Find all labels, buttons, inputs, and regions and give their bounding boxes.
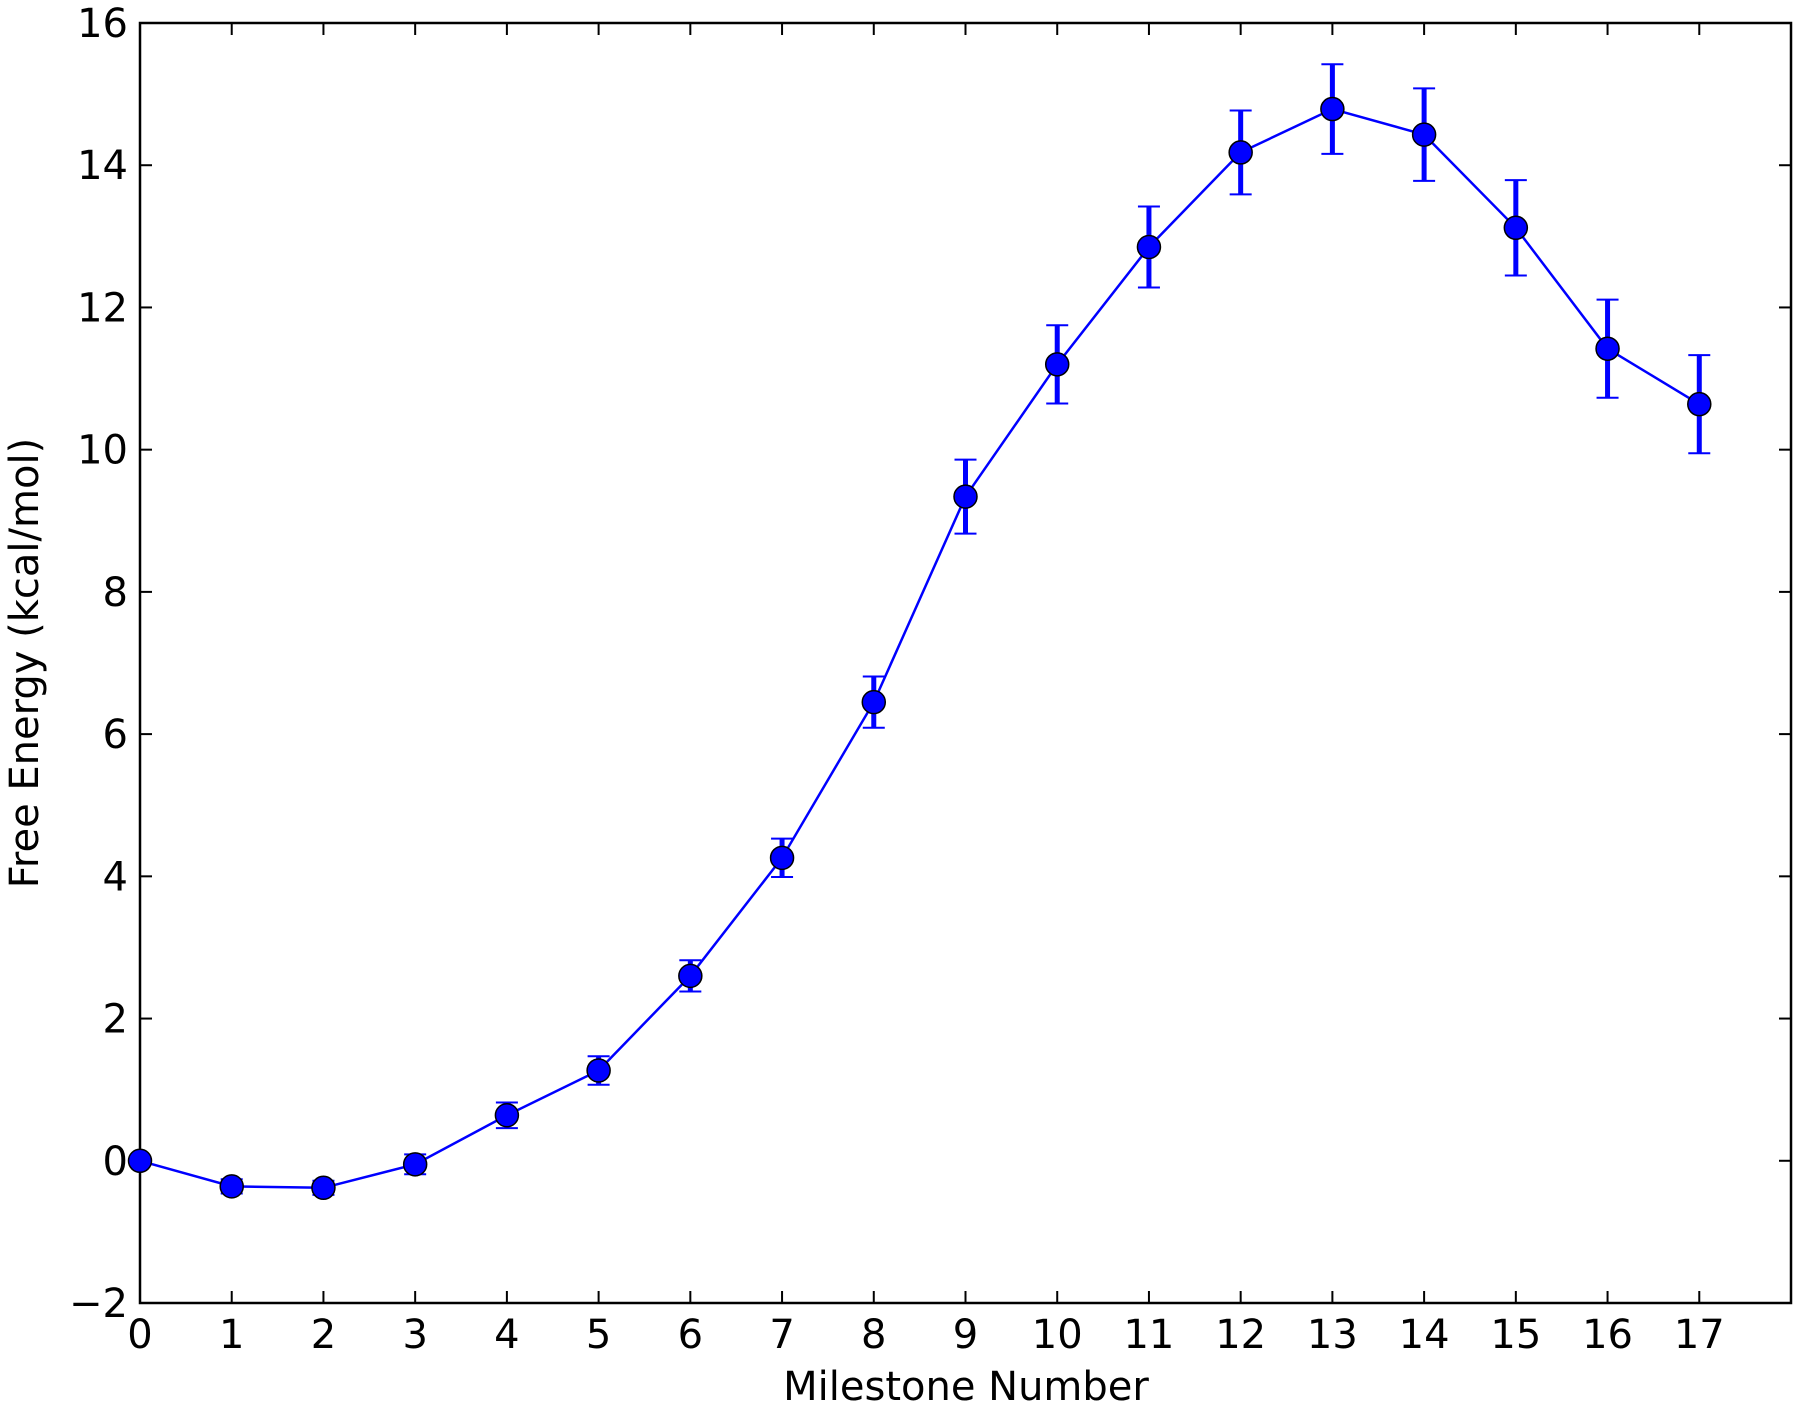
x-tick-label: 7 bbox=[769, 1312, 794, 1358]
marker bbox=[1595, 336, 1620, 361]
y-tick-label: 14 bbox=[77, 143, 128, 189]
x-tick-label: 1 bbox=[219, 1312, 244, 1358]
x-tick-label: 17 bbox=[1674, 1312, 1725, 1358]
marker bbox=[402, 1152, 428, 1177]
marker bbox=[1228, 140, 1253, 165]
y-tick-label: 2 bbox=[103, 997, 128, 1043]
y-tick-label: 10 bbox=[77, 428, 128, 474]
marker bbox=[1503, 215, 1529, 241]
x-tick-label: 4 bbox=[494, 1312, 519, 1358]
y-tick-label: 8 bbox=[103, 570, 128, 616]
x-tick-label: 13 bbox=[1307, 1312, 1358, 1358]
x-tick-label: 15 bbox=[1490, 1312, 1541, 1358]
marker bbox=[953, 484, 978, 509]
x-tick-label: 11 bbox=[1123, 1312, 1174, 1358]
marker bbox=[1320, 96, 1345, 122]
x-tick-label: 16 bbox=[1582, 1312, 1633, 1358]
marker bbox=[127, 1148, 153, 1174]
x-tick-label: 12 bbox=[1215, 1312, 1266, 1358]
x-tick-label: 14 bbox=[1399, 1312, 1450, 1358]
marker bbox=[769, 845, 795, 871]
y-tick-label: 6 bbox=[103, 712, 128, 758]
x-tick-label: 3 bbox=[402, 1312, 427, 1358]
y-tick-label: 16 bbox=[77, 1, 128, 47]
marker bbox=[1411, 122, 1437, 147]
x-tick-label: 9 bbox=[953, 1312, 978, 1358]
line bbox=[139, 107, 1700, 1190]
marker bbox=[219, 1174, 244, 1199]
x-tick-label: 5 bbox=[586, 1312, 611, 1358]
x-tick-label: 10 bbox=[1032, 1312, 1083, 1358]
marker bbox=[678, 963, 703, 989]
marker bbox=[1136, 234, 1162, 260]
marker bbox=[494, 1103, 520, 1128]
x-tick-label: 8 bbox=[861, 1312, 886, 1358]
y-tick-label: −2 bbox=[69, 1281, 128, 1327]
x-tick-label: 0 bbox=[127, 1312, 152, 1358]
plot-frame bbox=[138, 21, 1793, 1305]
y-tick-label: 4 bbox=[103, 854, 128, 900]
y-axis-label: Free Energy (kcal/mol) bbox=[2, 438, 48, 888]
marker bbox=[861, 689, 887, 715]
x-tick-label: 6 bbox=[678, 1312, 703, 1358]
y-tick-label: 12 bbox=[77, 285, 128, 331]
marker bbox=[586, 1058, 611, 1083]
marker bbox=[311, 1175, 336, 1201]
marker bbox=[1687, 391, 1712, 417]
y-tick-label: 0 bbox=[103, 1139, 128, 1185]
x-tick-label: 2 bbox=[311, 1312, 336, 1358]
x-axis-label: Milestone Number bbox=[783, 1364, 1149, 1410]
marker bbox=[1044, 352, 1070, 377]
